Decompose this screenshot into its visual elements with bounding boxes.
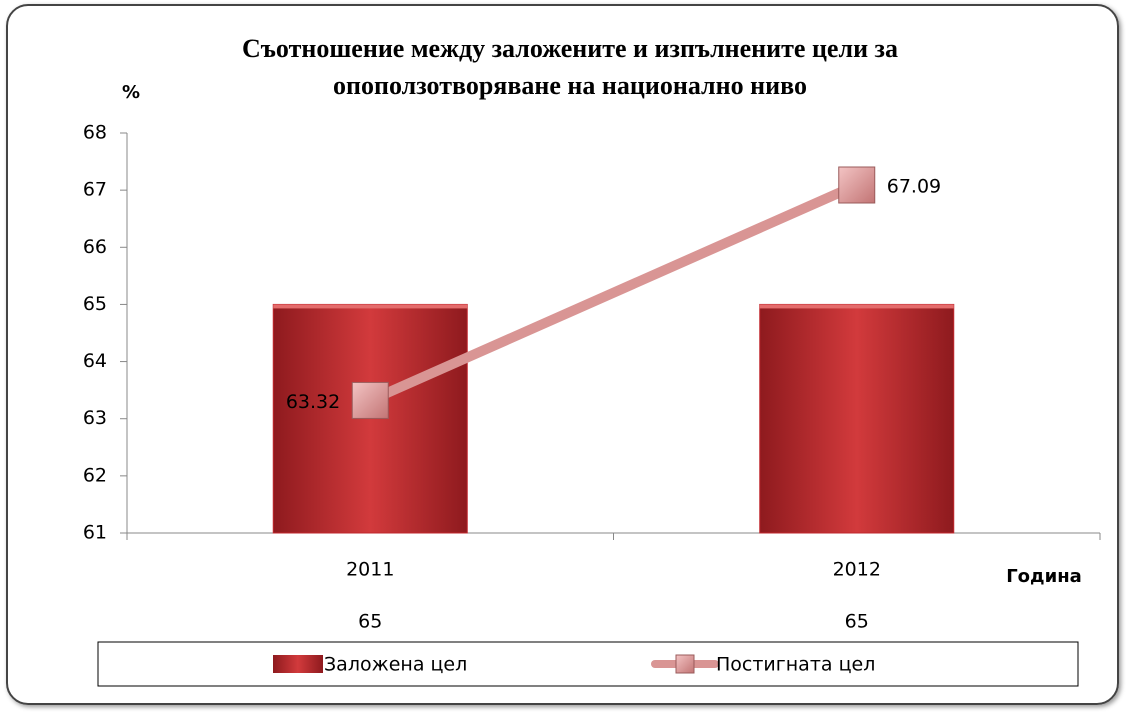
x-tick-label: 2012 — [833, 559, 881, 581]
x-tick-label: 2011 — [346, 559, 394, 581]
legend-swatch-marker — [675, 654, 695, 674]
y-tick-label: 67 — [83, 179, 107, 201]
y-tick-label: 66 — [83, 236, 107, 258]
line-value-label: 63.32 — [286, 391, 340, 413]
bar — [759, 303, 955, 534]
legend-label: Постигната цел — [716, 654, 875, 676]
y-tick-label: 64 — [83, 350, 107, 372]
y-tick-label: 61 — [83, 522, 107, 544]
line-value-label: 67.09 — [887, 176, 941, 198]
bar-value-label: 65 — [358, 611, 382, 633]
bar-top — [759, 304, 954, 309]
y-tick-label: 68 — [83, 122, 107, 144]
chart-title: Съотношение между заложените и изпълнени… — [242, 34, 898, 100]
legend-swatch-bar — [273, 655, 323, 673]
line-marker — [838, 166, 876, 204]
y-tick-label: 65 — [83, 293, 107, 315]
line — [365, 180, 862, 406]
line-marker — [351, 381, 389, 419]
y-tick-label: 63 — [83, 407, 107, 429]
x-axis-label: Година — [1006, 566, 1082, 587]
legend-box — [97, 641, 1079, 687]
y-axis-label: % — [122, 82, 140, 103]
bar-value-label: 65 — [845, 611, 869, 633]
chart-frame — [6, 4, 1119, 705]
bar-top — [273, 304, 468, 309]
y-tick-label: 62 — [83, 464, 107, 486]
legend-label: Заложена цел — [324, 654, 467, 676]
